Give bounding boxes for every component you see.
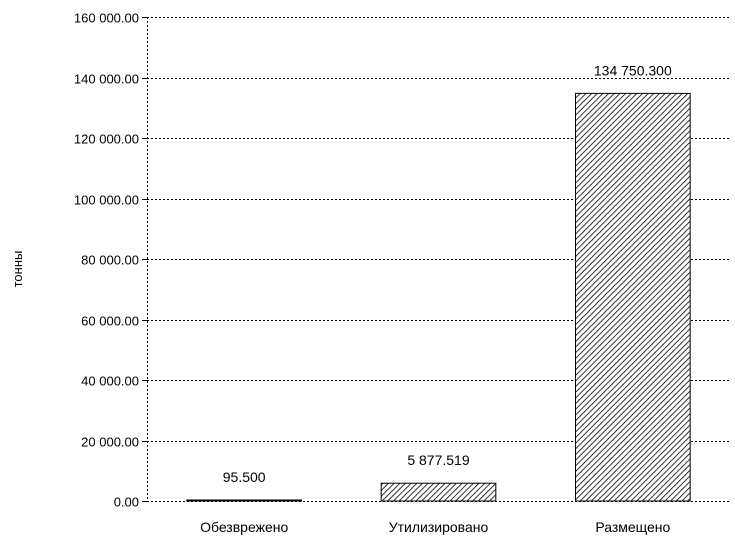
bar bbox=[380, 482, 497, 502]
y-tick-label: 40 000.00 bbox=[81, 374, 139, 389]
y-axis-title: тонны bbox=[10, 251, 25, 288]
y-tick-label: 20 000.00 bbox=[81, 435, 139, 450]
bar bbox=[186, 499, 302, 502]
x-axis-categories: Обезврежено Утилизировано Размещено bbox=[200, 519, 670, 535]
y-tick-label: 120 000.00 bbox=[74, 132, 139, 147]
y-tick-label: 140 000.00 bbox=[74, 72, 139, 87]
data-labels: 95.500 5 877.519 134 750.300 bbox=[223, 62, 672, 485]
bar bbox=[575, 92, 691, 502]
x-category-label: Размещено bbox=[595, 519, 670, 535]
bar-data-label: 5 877.519 bbox=[407, 452, 469, 468]
bar-data-label: 134 750.300 bbox=[594, 62, 672, 78]
y-tick-label: 0.00 bbox=[114, 495, 139, 510]
y-tick-label: 80 000.00 bbox=[81, 253, 139, 268]
y-axis-ticks: 0.00 20 000.00 40 000.00 60 000.00 80 000.00… bbox=[74, 11, 147, 510]
x-category-label: Обезврежено bbox=[200, 519, 288, 535]
bars bbox=[186, 92, 691, 502]
y-tick-label: 60 000.00 bbox=[81, 314, 139, 329]
y-tick-label: 160 000.00 bbox=[74, 11, 139, 26]
x-category-label: Утилизировано bbox=[389, 519, 489, 535]
bar-data-label: 95.500 bbox=[223, 469, 266, 485]
y-tick-label: 100 000.00 bbox=[74, 193, 139, 208]
